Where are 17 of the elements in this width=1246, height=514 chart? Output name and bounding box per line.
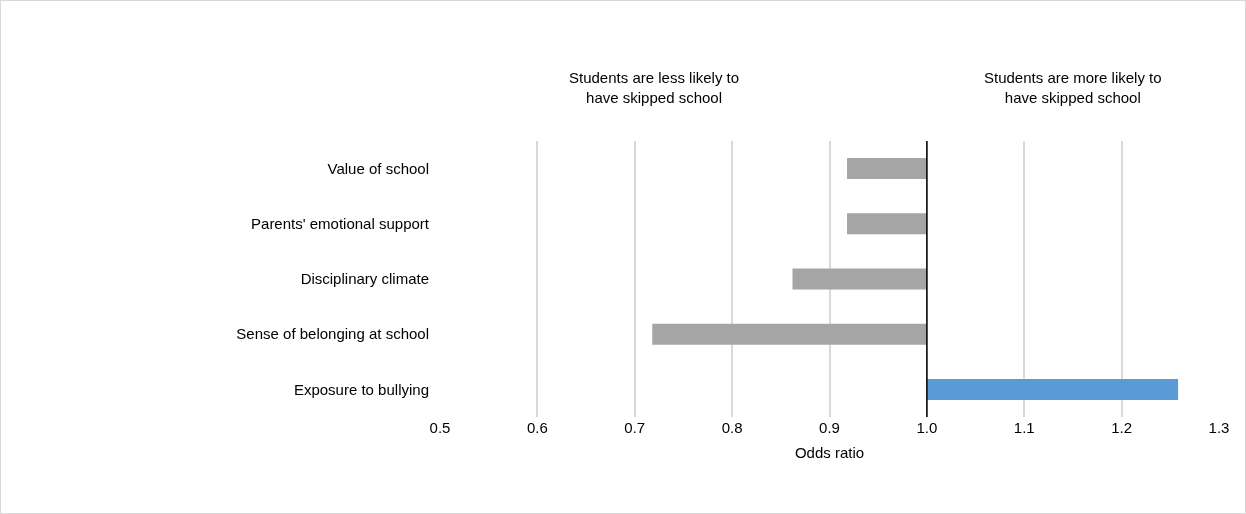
y-tick-label: Disciplinary climate (300, 270, 429, 288)
x-tick-label: 0.9 (819, 419, 840, 436)
x-tick-label: 0.7 (624, 419, 646, 436)
y-tick-label: Sense of belonging at school (236, 325, 429, 343)
x-tick-label: 1.0 (916, 419, 938, 436)
x-tick-label: 1.2 (1111, 419, 1133, 436)
text: Students are less likely to have skipped school (569, 69, 740, 106)
x-tick-label: 1.1 (1013, 419, 1035, 436)
x-axis-title: Odds ratio (794, 444, 865, 461)
x-tick-label: 0.6 (526, 419, 548, 436)
text: Students are more likely to have skipped school (984, 69, 1162, 106)
x-tick-label: 1.3 (1208, 419, 1230, 436)
x-tick-label: 0.8 (721, 419, 743, 436)
y-tick-label: Value of school (327, 159, 429, 177)
y-tick-label: Exposure to bullying (293, 380, 429, 398)
y-tick-label: Parents' emotional support (251, 215, 430, 233)
x-tick-label: 0.5 (429, 419, 451, 436)
